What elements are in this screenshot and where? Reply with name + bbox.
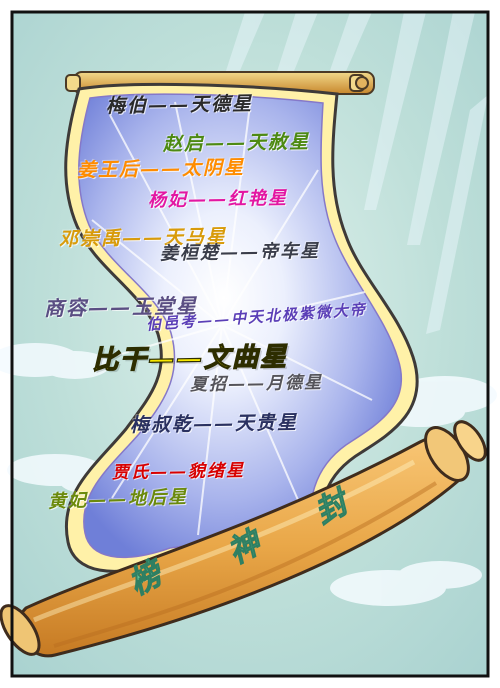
panel-border <box>10 10 490 678</box>
radiating-lines <box>91 101 373 536</box>
bottom-roller <box>0 420 487 658</box>
deity-line-13: 黄妃——地后星 <box>47 486 189 513</box>
deity-line-4: 杨妃——红艳星 <box>147 187 289 212</box>
deity-line-12: 贾氏——貌绪星 <box>111 460 246 484</box>
deity-line-10: 夏招——月德星 <box>189 372 324 396</box>
deity-line-1: 梅伯——天德星 <box>105 92 254 118</box>
deity-line-3: 姜王后——太阴星 <box>76 156 246 182</box>
deity-line-11: 梅叔乾——天贵星 <box>129 411 299 437</box>
deity-line-6: 姜桓楚——帝车星 <box>159 240 321 265</box>
light-rays <box>214 12 488 334</box>
